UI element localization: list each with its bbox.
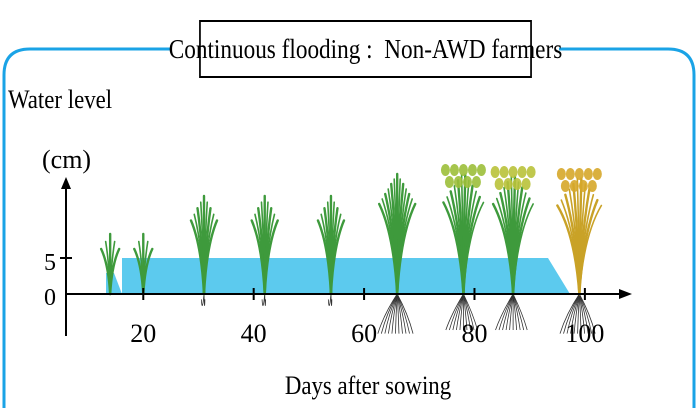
water-level-area: [122, 258, 570, 294]
x-tick-label-100: 100: [565, 319, 604, 348]
diagram-title: Continuous flooding : Non-AWD farmers: [169, 20, 562, 78]
rice-plant-tillering: [250, 194, 279, 306]
y-axis-label-line1: Water level: [8, 86, 112, 115]
x-tick-labels: 20 40 60 80 100: [130, 319, 604, 348]
y-axis-label-line2: (cm): [42, 145, 91, 174]
rice-plant-heading: [440, 164, 486, 331]
x-tick-label-20: 20: [130, 319, 156, 348]
rice-plant-booting: [377, 172, 417, 334]
rice-plant-seedling: [99, 232, 121, 296]
y-tick-label-0: 0: [44, 285, 56, 311]
x-tick-label-60: 60: [351, 319, 377, 348]
x-axis-arrow: [619, 289, 632, 299]
rice-plant-tillering: [189, 194, 219, 306]
x-tick-label-40: 40: [241, 319, 267, 348]
x-axis-label: Days after sowing: [285, 372, 451, 401]
x-ticks: [142, 288, 586, 300]
rice-plant-mature: [556, 168, 603, 334]
rice-plant-flowering: [490, 166, 536, 331]
x-tick-label-80: 80: [461, 319, 487, 348]
rice-plant-tillering: [316, 194, 346, 306]
y-tick-label-5: 5: [44, 250, 56, 276]
rice-plants: [99, 164, 603, 334]
y-axis-arrow: [61, 177, 71, 189]
frame-border: [2, 47, 696, 408]
